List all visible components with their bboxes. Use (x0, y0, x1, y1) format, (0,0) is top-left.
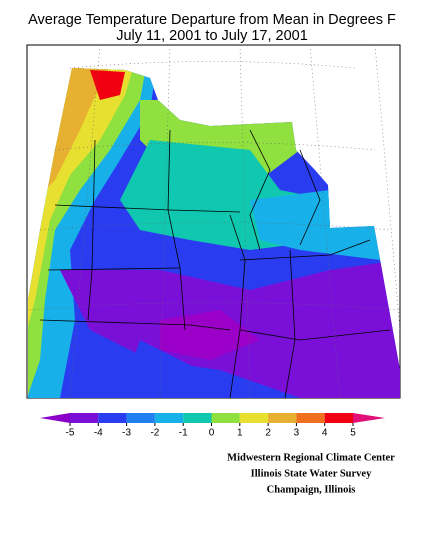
legend: -5 -4 -3 -2 -1 0 1 2 3 4 5 (40, 413, 385, 439)
credit: Champaign, Illinois (267, 484, 356, 495)
legend-segment (268, 413, 297, 423)
legend-tick-label: 0 (209, 428, 215, 439)
legend-tick-label: 1 (237, 428, 243, 439)
legend-over (353, 413, 385, 423)
legend-segment (211, 413, 240, 423)
legend-segment (70, 413, 99, 423)
legend-tick-label: -4 (94, 428, 103, 439)
legend-tick-label: 2 (265, 428, 271, 439)
legend-tick-label: -5 (66, 428, 75, 439)
legend-segment (324, 413, 353, 423)
legend-segment (154, 413, 184, 423)
legend-tick-label: -2 (150, 428, 159, 439)
state-borders (39, 129, 391, 399)
legend-tick-label: -3 (122, 428, 131, 439)
legend-tick-label: 3 (294, 428, 300, 439)
title-line: July 11, 2001 to July 17, 2001 (116, 28, 308, 44)
credit: Midwestern Regional Climate Center (227, 452, 395, 463)
legend-segment (296, 413, 325, 423)
legend-tick-label: -1 (179, 428, 188, 439)
legend-tick-label: 5 (350, 428, 356, 439)
legend-segment (183, 413, 212, 423)
title-line: Average Temperature Departure from Mean … (28, 12, 396, 28)
legend-segment (98, 413, 127, 423)
legend-segment (239, 413, 269, 423)
legend-tick-label: 4 (322, 428, 328, 439)
graticule (29, 44, 401, 399)
map (26, 44, 401, 399)
legend-under (40, 413, 70, 423)
legend-segment (126, 413, 155, 423)
credit: Illinois State Water Survey (251, 468, 372, 479)
